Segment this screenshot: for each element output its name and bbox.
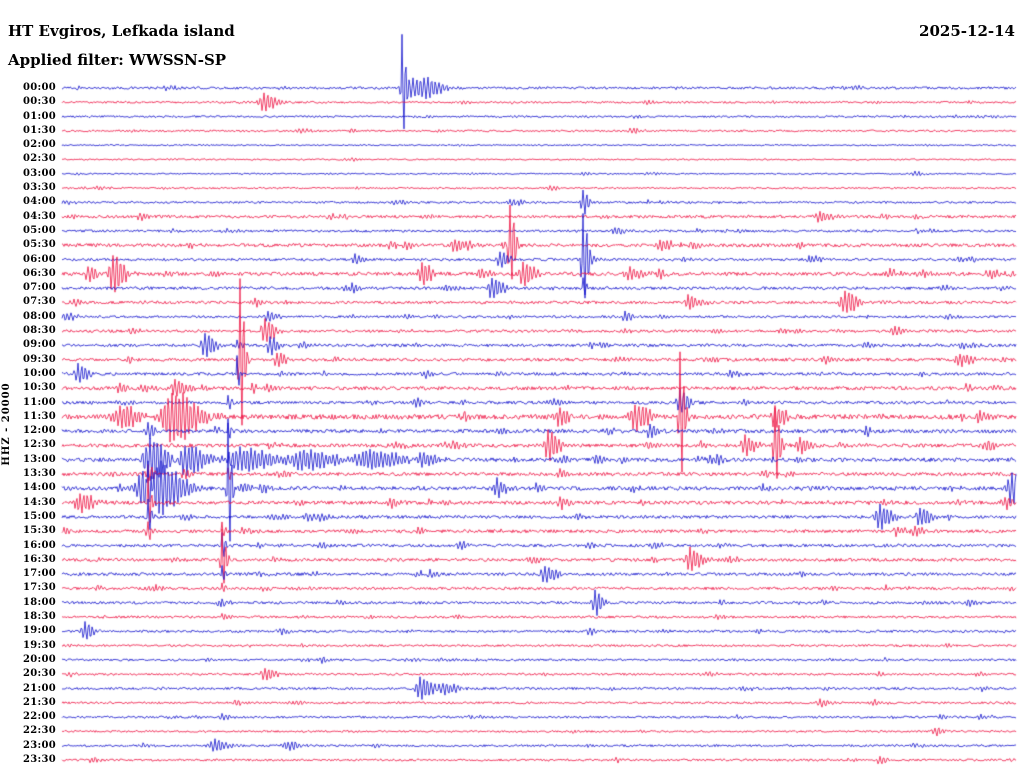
- time-label: 08:00: [22, 310, 56, 322]
- time-label: 12:00: [22, 425, 56, 437]
- time-label: 02:30: [22, 153, 56, 165]
- time-label: 17:00: [22, 568, 56, 580]
- time-label: 00:30: [22, 96, 56, 108]
- time-label: 00:00: [22, 82, 56, 93]
- time-label: 13:30: [22, 468, 56, 480]
- time-label: 16:30: [22, 553, 56, 565]
- time-label: 11:00: [22, 396, 56, 408]
- time-label: 15:00: [22, 510, 56, 522]
- time-label: 17:30: [22, 582, 56, 594]
- time-label: 13:00: [22, 453, 56, 465]
- time-label: 21:00: [22, 682, 56, 694]
- time-label: 11:30: [22, 410, 56, 422]
- time-label: 16:00: [22, 539, 56, 551]
- time-label: 20:00: [22, 653, 56, 665]
- time-label: 08:30: [22, 325, 56, 337]
- time-label: 04:00: [22, 196, 56, 208]
- time-label: 03:00: [22, 167, 56, 179]
- time-label: 01:30: [22, 124, 56, 136]
- time-label: 10:00: [22, 367, 56, 379]
- time-label: 03:30: [22, 182, 56, 194]
- time-label: 12:30: [22, 439, 56, 451]
- time-label: 19:30: [22, 639, 56, 651]
- time-label: 23:00: [22, 739, 56, 751]
- time-label: 19:00: [22, 625, 56, 637]
- time-label: 10:30: [22, 382, 56, 394]
- time-label: 14:00: [22, 482, 56, 494]
- time-label: 23:30: [22, 754, 56, 765]
- time-label: 22:30: [22, 725, 56, 737]
- time-label: 05:00: [22, 224, 56, 236]
- time-label: 07:00: [22, 282, 56, 294]
- time-label: 14:30: [22, 496, 56, 508]
- time-label: 06:00: [22, 253, 56, 265]
- time-label: 20:30: [22, 668, 56, 680]
- time-label: 07:30: [22, 296, 56, 308]
- time-label: 15:30: [22, 525, 56, 537]
- time-label: 22:00: [22, 711, 56, 723]
- time-label: 06:30: [22, 267, 56, 279]
- time-labels: 00:00 00:30 01:00 01:30 02:00 02:30 03:00 03:30…: [0, 0, 60, 780]
- time-label: 21:30: [22, 696, 56, 708]
- time-label: 01:00: [22, 110, 56, 122]
- time-label: 02:00: [22, 139, 56, 151]
- time-label: 18:30: [22, 611, 56, 623]
- time-label: 09:00: [22, 339, 56, 351]
- time-label: 05:30: [22, 239, 56, 251]
- time-label: 09:30: [22, 353, 56, 365]
- time-label: 04:30: [22, 210, 56, 222]
- time-label: 18:00: [22, 596, 56, 608]
